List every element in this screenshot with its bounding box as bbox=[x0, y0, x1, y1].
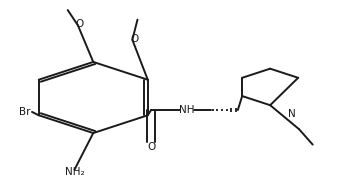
Text: NH₂: NH₂ bbox=[65, 168, 84, 177]
Text: NH: NH bbox=[179, 105, 194, 115]
Text: O: O bbox=[147, 143, 155, 152]
Text: O: O bbox=[130, 34, 138, 44]
Text: N: N bbox=[288, 109, 296, 119]
Text: Br: Br bbox=[20, 107, 31, 117]
Text: O: O bbox=[75, 20, 84, 29]
